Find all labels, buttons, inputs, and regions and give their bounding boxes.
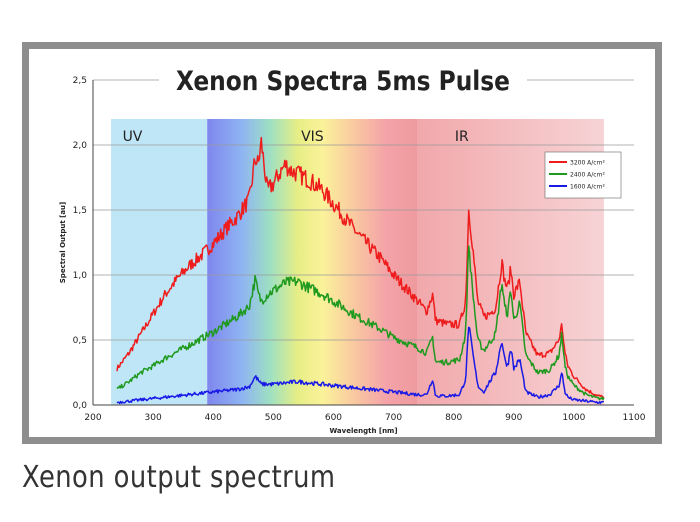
y-tick-label: 1,0 <box>73 271 88 281</box>
figure-caption: Xenon output spectrum <box>22 460 336 495</box>
chart-panel: UV VIS IR 0,0 0,5 1,0 1,5 2,0 2,5 200 300 400 500 600… <box>29 49 655 437</box>
series-line-1 <box>116 136 605 399</box>
y-axis-label: Spectral Output [au] <box>59 202 67 283</box>
band-label-uv: UV <box>123 129 143 145</box>
chart-title: Xenon Spectra 5ms Pulse <box>176 66 510 97</box>
band-vis <box>207 119 418 405</box>
x-tick-label: 200 <box>84 413 101 423</box>
x-tick-label: 500 <box>265 413 282 423</box>
legend-label: 1600 A/cm² <box>570 184 605 191</box>
x-tick-label: 600 <box>325 413 342 423</box>
x-tick-label: 1000 <box>562 413 585 423</box>
y-tick-label: 1,5 <box>73 206 87 216</box>
y-tick-label: 0,0 <box>73 401 88 411</box>
legend-label: 2400 A/cm² <box>570 172 605 179</box>
x-tick-label: 400 <box>205 413 222 423</box>
x-tick-label: 700 <box>385 413 402 423</box>
x-axis-label: Wavelength [nm] <box>329 427 397 435</box>
title-box <box>159 58 527 100</box>
y-tick-label: 2,0 <box>73 141 88 151</box>
series-line-3 <box>116 326 604 405</box>
band-label-vis: VIS <box>301 129 324 145</box>
x-tick-label: 900 <box>505 413 522 423</box>
chart-frame: UV VIS IR 0,0 0,5 1,0 1,5 2,0 2,5 200 300 400 500 600… <box>22 42 662 444</box>
y-tick-label: 2,5 <box>73 76 87 86</box>
y-tick-label: 0,5 <box>73 336 87 346</box>
series-line-2 <box>116 245 605 401</box>
spectrum-chart: UV VIS IR 0,0 0,5 1,0 1,5 2,0 2,5 200 300 400 500 600… <box>59 58 646 435</box>
legend-label: 3200 A/cm² <box>570 160 605 167</box>
band-label-ir: IR <box>455 129 469 145</box>
x-tick-label: 800 <box>445 413 462 423</box>
x-tick-label: 300 <box>145 413 162 423</box>
x-tick-label: 1100 <box>623 413 646 423</box>
